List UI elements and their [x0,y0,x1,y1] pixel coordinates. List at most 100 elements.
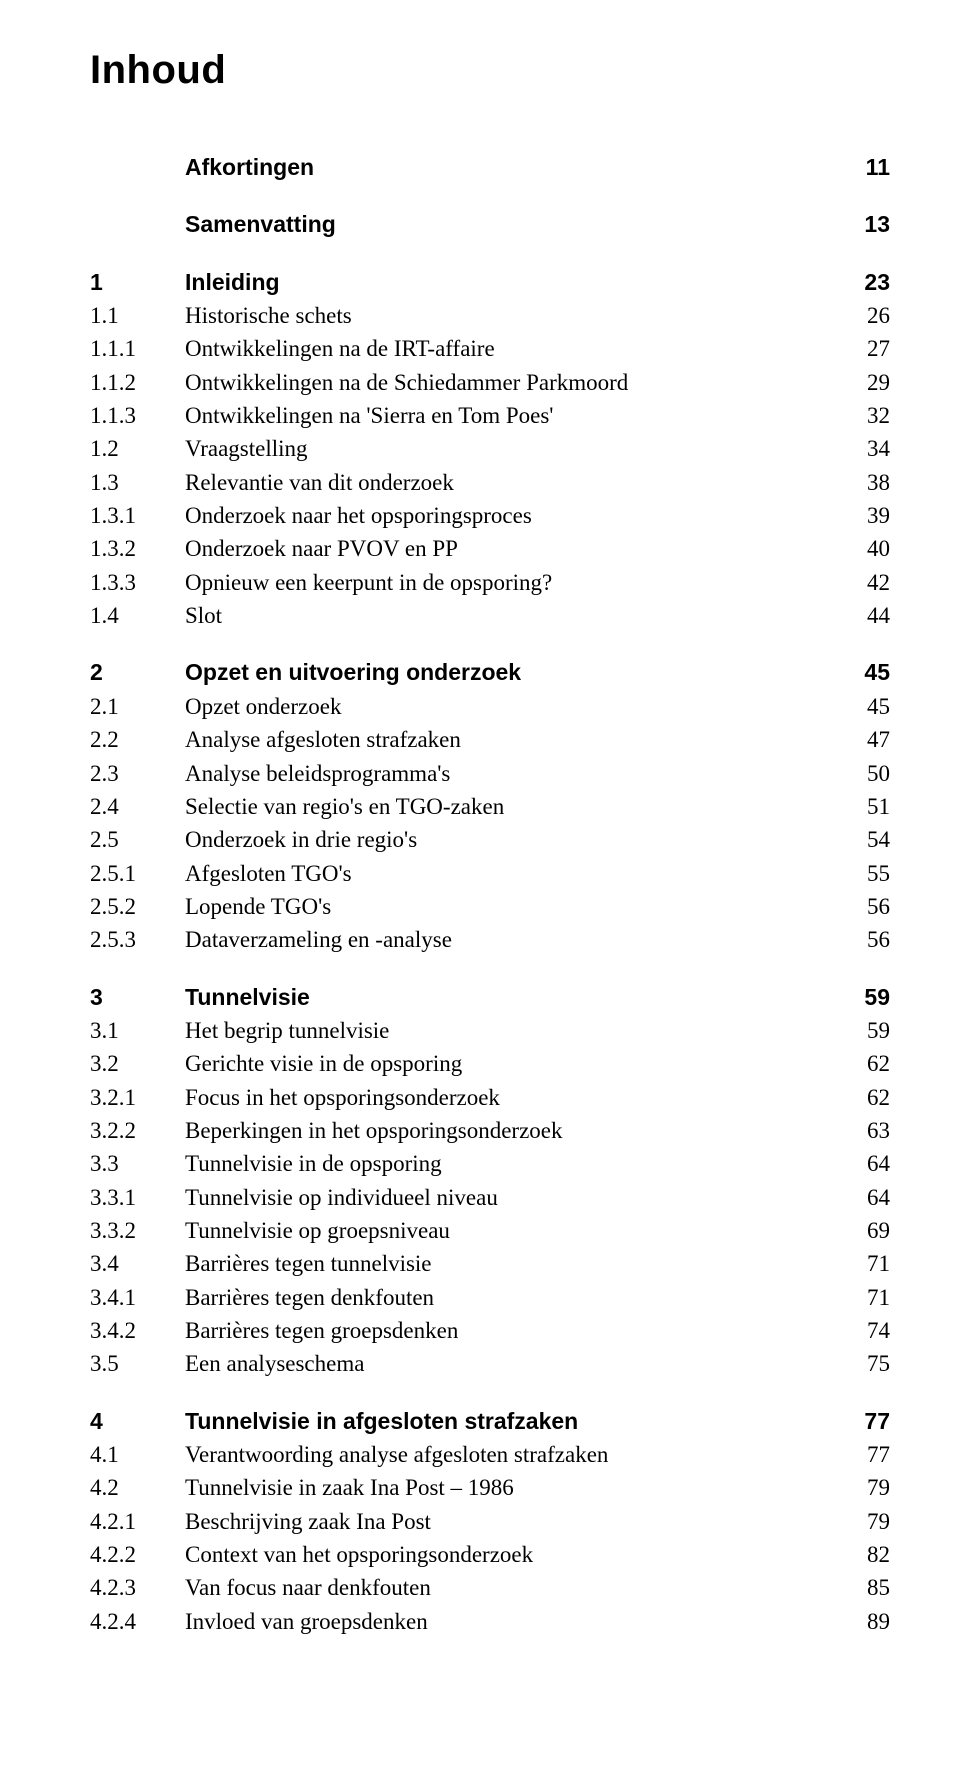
toc-entry-number: 2.5 [90,823,185,856]
toc-entry-page: 32 [840,399,890,432]
toc-entry-text: Gerichte visie in de opsporing [185,1047,840,1080]
toc-entry-page: 82 [840,1538,890,1571]
toc-entry: 1.3.2Onderzoek naar PVOV en PP40 [90,532,890,565]
toc-entry-number: 3 [90,981,185,1014]
toc-entry-number: 2.3 [90,757,185,790]
toc-entry-text: Analyse beleidsprogramma's [185,757,840,790]
toc-entry-text: Afkortingen [185,151,840,184]
toc-entry: 1.3.1Onderzoek naar het opsporingsproces… [90,499,890,532]
toc-entry: 1.1.2Ontwikkelingen na de Schiedammer Pa… [90,366,890,399]
toc-entry: 1.3.3Opnieuw een keerpunt in de opsporin… [90,566,890,599]
toc-entry-page: 75 [840,1347,890,1380]
toc-entry-number: 2.5.2 [90,890,185,923]
toc-entry-page: 11 [840,151,890,184]
toc-entry-text: Ontwikkelingen na de IRT-affaire [185,332,840,365]
table-of-contents: Afkortingen11Samenvatting131Inleiding231… [90,151,890,1638]
toc-entry-text: Dataverzameling en -analyse [185,923,840,956]
toc-entry-text: Onderzoek naar het opsporingsproces [185,499,840,532]
toc-entry-number: 1.1.1 [90,332,185,365]
toc-entry: 3.3.1Tunnelvisie op individueel niveau64 [90,1181,890,1214]
page-title: Inhoud [90,48,890,93]
toc-entry: 1.1Historische schets26 [90,299,890,332]
toc-entry: 3.4Barrières tegen tunnelvisie71 [90,1247,890,1280]
toc-entry-text: Selectie van regio's en TGO-zaken [185,790,840,823]
toc-entry-page: 63 [840,1114,890,1147]
toc-entry-page: 64 [840,1147,890,1180]
toc-entry-page: 64 [840,1181,890,1214]
toc-entry-text: Beschrijving zaak Ina Post [185,1505,840,1538]
toc-entry: 1.3Relevantie van dit onderzoek38 [90,466,890,499]
toc-entry-number: 2.4 [90,790,185,823]
toc-entry-text: Historische schets [185,299,840,332]
toc-entry-number: 3.1 [90,1014,185,1047]
toc-page: Inhoud Afkortingen11Samenvatting131Inlei… [0,0,960,1698]
toc-entry-text: Relevantie van dit onderzoek [185,466,840,499]
toc-entry-number: 2.5.1 [90,857,185,890]
toc-entry-text: Tunnelvisie op groepsniveau [185,1214,840,1247]
toc-entry: 4.2.1Beschrijving zaak Ina Post79 [90,1505,890,1538]
toc-entry-page: 40 [840,532,890,565]
toc-entry-number: 4.1 [90,1438,185,1471]
toc-entry-number: 3.4.2 [90,1314,185,1347]
toc-entry-number: 1.1 [90,299,185,332]
toc-entry-number: 3.3.1 [90,1181,185,1214]
toc-entry-page: 42 [840,566,890,599]
toc-entry-text: Onderzoek naar PVOV en PP [185,532,840,565]
toc-entry-page: 55 [840,857,890,890]
toc-entry-page: 74 [840,1314,890,1347]
toc-entry: 2.5.2Lopende TGO's56 [90,890,890,923]
toc-entry: 3.3.2Tunnelvisie op groepsniveau69 [90,1214,890,1247]
toc-entry-page: 27 [840,332,890,365]
toc-block: 1Inleiding231.1Historische schets261.1.1… [90,266,890,633]
toc-entry: 3.2.2Beperkingen in het opsporingsonderz… [90,1114,890,1147]
toc-entry-text: Onderzoek in drie regio's [185,823,840,856]
toc-entry: 3.5Een analyseschema75 [90,1347,890,1380]
toc-entry-number: 3.4.1 [90,1281,185,1314]
toc-entry-text: Analyse afgesloten strafzaken [185,723,840,756]
toc-entry-text: Beperkingen in het opsporingsonderzoek [185,1114,840,1147]
toc-entry-text: Afgesloten TGO's [185,857,840,890]
toc-entry-number: 2 [90,656,185,689]
toc-entry-page: 39 [840,499,890,532]
toc-entry: 1Inleiding23 [90,266,890,299]
toc-entry-number: 3.3.2 [90,1214,185,1247]
toc-entry-text: Tunnelvisie op individueel niveau [185,1181,840,1214]
toc-entry-text: Tunnelvisie in afgesloten strafzaken [185,1405,840,1438]
toc-entry-page: 62 [840,1081,890,1114]
toc-entry: 1.4Slot44 [90,599,890,632]
toc-entry-number: 3.5 [90,1347,185,1380]
toc-entry-number: 2.1 [90,690,185,723]
toc-entry-page: 69 [840,1214,890,1247]
toc-entry-text: Vraagstelling [185,432,840,465]
toc-entry-text: Barrières tegen denkfouten [185,1281,840,1314]
toc-entry-text: Opzet en uitvoering onderzoek [185,656,840,689]
toc-entry-number: 4.2.2 [90,1538,185,1571]
toc-entry-text: Barrières tegen groepsdenken [185,1314,840,1347]
toc-entry-number: 4 [90,1405,185,1438]
toc-entry-page: 77 [840,1438,890,1471]
toc-entry: 3.4.1Barrières tegen denkfouten71 [90,1281,890,1314]
toc-entry-text: Focus in het opsporingsonderzoek [185,1081,840,1114]
toc-entry-page: 45 [840,690,890,723]
toc-entry: Afkortingen11 [90,151,890,184]
toc-entry-text: Het begrip tunnelvisie [185,1014,840,1047]
toc-block: 3Tunnelvisie593.1Het begrip tunnelvisie5… [90,981,890,1381]
toc-entry-page: 79 [840,1505,890,1538]
toc-entry-text: Tunnelvisie [185,981,840,1014]
toc-entry-page: 85 [840,1571,890,1604]
toc-entry-number: 1.2 [90,432,185,465]
toc-entry-page: 77 [840,1405,890,1438]
toc-entry-number: 4.2 [90,1471,185,1504]
toc-entry: 1.2Vraagstelling34 [90,432,890,465]
toc-entry-page: 26 [840,299,890,332]
toc-entry-number: 1.3.2 [90,532,185,565]
toc-entry: 3.2.1Focus in het opsporingsonderzoek62 [90,1081,890,1114]
toc-entry-page: 71 [840,1281,890,1314]
toc-entry: 4.2.3Van focus naar denkfouten85 [90,1571,890,1604]
toc-entry-text: Van focus naar denkfouten [185,1571,840,1604]
toc-entry-text: Verantwoording analyse afgesloten strafz… [185,1438,840,1471]
toc-entry-number: 3.2 [90,1047,185,1080]
toc-entry-number: 3.4 [90,1247,185,1280]
toc-entry: 3.1Het begrip tunnelvisie59 [90,1014,890,1047]
toc-entry: 2.5.1Afgesloten TGO's55 [90,857,890,890]
